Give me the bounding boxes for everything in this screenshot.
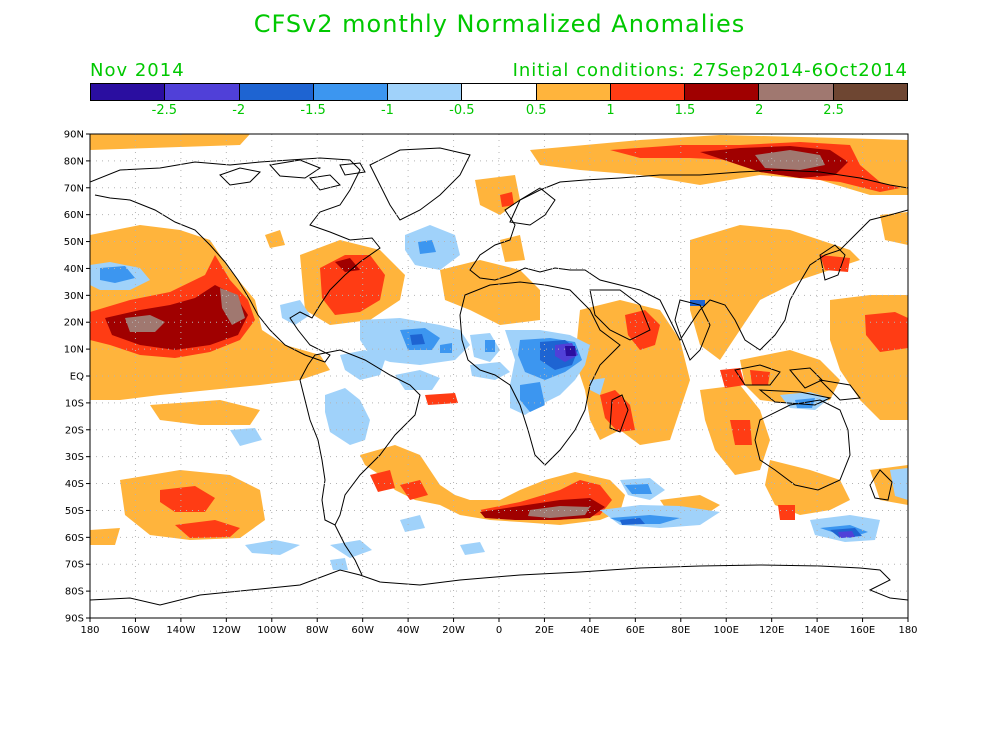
color-scale-swatch-8 xyxy=(685,84,760,100)
color-scale-swatch-9 xyxy=(759,84,834,100)
coastline-india xyxy=(674,299,711,361)
initial-conditions: Initial conditions: 27Sep2014-6Oct2014 xyxy=(512,60,908,81)
color-scale-tick-label: 0.5 xyxy=(525,103,547,118)
latitude-axis: 90N 80N 70N 60N 50N 40N 30N 20N 10N EQ 10S 20S 30S 40… xyxy=(64,130,90,625)
longitude-label: 0 xyxy=(496,625,502,636)
longitude-label: 40W xyxy=(397,625,420,636)
latitude-label: 40S xyxy=(65,479,84,490)
coastline-new-zealand xyxy=(869,469,893,501)
latitude-label: 20S xyxy=(65,425,84,436)
coastline-australia xyxy=(754,399,851,491)
longitude-label: 80E xyxy=(671,625,690,636)
color-scale-tick-label: -2.5 xyxy=(151,103,178,118)
color-scale-tick-label: 2.5 xyxy=(823,103,844,118)
color-scale-swatch-10 xyxy=(833,84,907,100)
longitude-label: 120E xyxy=(759,625,784,636)
longitude-label: 40E xyxy=(580,625,599,636)
latitude-label: 60S xyxy=(65,533,84,544)
latitude-label: 90N xyxy=(64,130,84,141)
coastline-arctic-islands xyxy=(219,159,366,191)
color-scale-swatch-7 xyxy=(610,84,686,100)
latitude-label: 80N xyxy=(64,156,84,167)
map-gridlines xyxy=(90,134,908,618)
latitude-label: 60N xyxy=(64,210,84,221)
latitude-label: 10S xyxy=(65,398,84,409)
coastline-eurasia xyxy=(469,169,908,351)
color-scale-tick-label: -0.5 xyxy=(449,103,475,118)
latitude-label: 50N xyxy=(64,237,84,248)
coastline-antarctic-peninsula xyxy=(334,524,363,576)
latitude-label: 50S xyxy=(65,506,84,517)
coastline-greenland xyxy=(369,147,471,221)
color-scale-tick-label: -2 xyxy=(232,103,246,118)
color-scale-swatch-6 xyxy=(536,84,611,100)
coastlines xyxy=(90,147,908,606)
color-scale-swatch-3 xyxy=(313,84,389,100)
longitude-label: 80W xyxy=(306,625,329,636)
latitude-label: 10N xyxy=(64,345,84,356)
coastline-madagascar xyxy=(609,394,629,433)
latitude-label: 40N xyxy=(64,264,84,275)
latitude-label: 20N xyxy=(64,318,84,329)
color-scale-tick-label: 2 xyxy=(755,103,764,118)
longitude-label: 120W xyxy=(212,625,241,636)
longitude-label: 160E xyxy=(850,625,875,636)
latitude-label: 70N xyxy=(64,183,84,194)
latitude-label: EQ xyxy=(70,372,84,383)
color-scale-tick-label: 1.5 xyxy=(674,103,696,118)
longitude-axis: 180 160W 140W 120W 100W 80W 60W 40W 20W 0 20E 40E 60… xyxy=(80,618,918,636)
latitude-label: 30N xyxy=(64,291,84,302)
color-scale-tick-label: -1 xyxy=(380,103,394,118)
longitude-label: 60E xyxy=(626,625,645,636)
longitude-label: 60W xyxy=(351,625,374,636)
color-scale-swatch-0 xyxy=(91,84,166,100)
map-title: CFSv2 monthly Normalized Anomalies xyxy=(253,10,746,38)
color-scale-tick-label: 1 xyxy=(606,103,615,118)
longitude-label: 180 xyxy=(898,625,917,636)
longitude-label: 160W xyxy=(121,625,150,636)
longitude-label: 140W xyxy=(166,625,195,636)
latitude-label: 80S xyxy=(65,587,84,598)
color-scale-swatch-2 xyxy=(239,84,314,100)
coastline-south-america xyxy=(299,349,421,526)
color-scale-swatch-1 xyxy=(165,84,240,100)
coastline-scandinavia xyxy=(509,187,556,226)
coastline-arabia xyxy=(589,289,651,341)
forecast-month: Nov 2014 xyxy=(90,60,185,81)
longitude-label: 180 xyxy=(80,625,99,636)
coastline-japan xyxy=(819,244,846,281)
color-scale-swatch-5 xyxy=(462,84,537,100)
longitude-label: 140E xyxy=(804,625,829,636)
longitude-label: 100W xyxy=(257,625,286,636)
latitude-label: 90S xyxy=(65,614,84,625)
color-scale-tick-label: -1.5 xyxy=(300,103,326,118)
longitude-label: 20E xyxy=(535,625,554,636)
anomaly-positive-very-strong xyxy=(125,150,825,518)
latitude-label: 30S xyxy=(65,452,84,463)
coastline-north-america xyxy=(90,157,381,363)
latitude-label: 70S xyxy=(65,560,84,571)
anomaly-negative-extreme xyxy=(565,346,576,356)
coastline-africa xyxy=(459,281,621,466)
color-scale-bar xyxy=(90,83,908,101)
coastline-antarctica xyxy=(90,564,908,606)
color-scale-swatch-4 xyxy=(388,84,463,100)
coastline-southeast-asia-islands xyxy=(734,364,861,406)
longitude-label: 20W xyxy=(442,625,465,636)
longitude-label: 100E xyxy=(714,625,739,636)
